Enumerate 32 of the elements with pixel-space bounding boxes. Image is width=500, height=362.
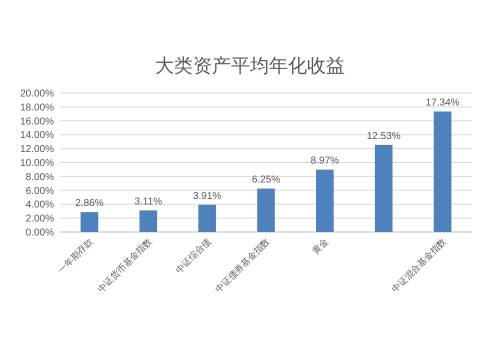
data-label: 8.97%: [310, 156, 340, 167]
bar: [257, 188, 275, 232]
y-tick-label: 14.00%: [20, 130, 54, 142]
data-label: 17.34%: [426, 97, 460, 108]
bar: [139, 210, 158, 232]
data-label: 3.91%: [192, 190, 222, 202]
x-tick-label: 一年期存款: [56, 236, 95, 276]
x-tick-label: 中证债券基金指数: [213, 236, 272, 294]
x-tick-label: 中证综合债: [174, 236, 213, 276]
y-tick-label: 20.00%: [20, 88, 54, 100]
y-tick-label: 12.00%: [20, 144, 54, 156]
bar: [434, 111, 452, 232]
y-tick-label: 2.00%: [26, 214, 54, 225]
data-label: 2.86%: [75, 198, 104, 210]
data-label: 3.11%: [134, 196, 162, 208]
data-label: 6.25%: [252, 174, 280, 186]
y-tick-label: 16.00%: [20, 116, 54, 128]
bar: [374, 144, 393, 232]
y-tick-label: 6.00%: [26, 186, 54, 197]
bar: [198, 204, 216, 232]
chart-title: 大类资产平均年化收益: [155, 56, 345, 77]
y-tick-label: 0.00%: [26, 228, 54, 238]
y-tick-label: 18.00%: [20, 102, 54, 114]
bar: [80, 212, 98, 232]
x-tick-label: 中证货币基金指数: [96, 236, 154, 294]
x-tick-label: 黄金: [310, 236, 330, 256]
y-tick-label: 10.00%: [20, 158, 54, 169]
x-tick-label: 中证混合基金指数: [390, 236, 448, 294]
y-tick-label: 4.00%: [26, 200, 54, 211]
bar: [316, 170, 334, 232]
data-label: 12.53%: [366, 130, 401, 142]
y-tick-label: 8.00%: [26, 172, 54, 183]
